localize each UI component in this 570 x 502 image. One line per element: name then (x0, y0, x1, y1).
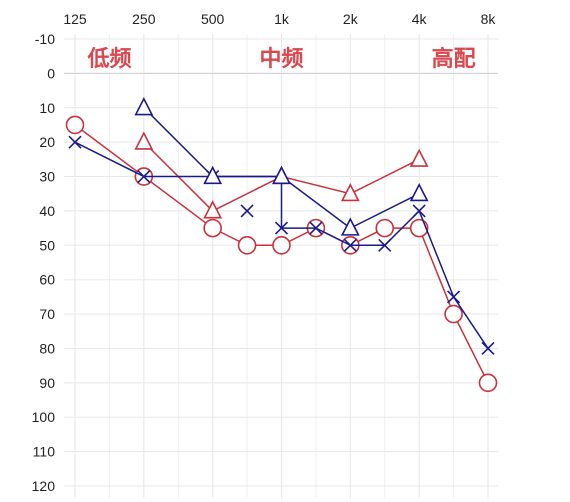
y-tick-label: 10 (39, 100, 55, 116)
series-line (212, 158, 420, 212)
x-tick-label: 500 (201, 11, 225, 27)
y-tick-label: 90 (39, 375, 55, 391)
y-tick-label: 80 (39, 340, 55, 356)
triangle-marker (134, 131, 154, 150)
y-tick-label: 30 (39, 169, 55, 185)
cross-marker (68, 135, 82, 149)
triangle-marker (203, 165, 223, 185)
cross-stroke (481, 341, 495, 356)
circle-marker (237, 236, 257, 255)
cross-stroke (343, 238, 357, 252)
y-tick-label: -10 (35, 31, 55, 47)
y-tick-label: 110 (33, 444, 56, 460)
cross-marker (447, 290, 461, 304)
series-2-cross (68, 135, 495, 356)
cross-marker (309, 221, 323, 235)
x-tick-label: 1k (274, 11, 290, 27)
circle-marker (375, 218, 395, 238)
triangle-marker (203, 200, 223, 219)
x-tick-label: 250 (132, 11, 156, 27)
cross-stroke (274, 221, 289, 235)
triangle-marker (409, 148, 429, 167)
x-tick-label: 2k (343, 11, 359, 27)
x-tick-label: 4k (412, 11, 428, 27)
triangle-marker (134, 97, 154, 116)
cross-marker (137, 169, 151, 184)
cross-stroke (412, 204, 426, 218)
band-label: 低频 (87, 47, 132, 72)
band-labels: 低频 中频 高配 (87, 46, 476, 72)
cross-marker (274, 221, 289, 235)
circle-marker (203, 218, 222, 238)
triangle-marker (340, 217, 360, 236)
y-tick-label: 40 (39, 203, 55, 219)
circle-marker (478, 373, 498, 393)
axes: 125 250 500 1k 2k 4k 8k -10 0 10 20 30 40 50 60 70 80 90 1… (32, 11, 497, 494)
cross-marker (481, 341, 495, 356)
x-tick-label: 125 (63, 11, 87, 27)
band-label: 中频 (259, 47, 303, 72)
triangle-marker (272, 165, 291, 185)
band-label: 高配 (432, 46, 476, 72)
y-tick-label: 50 (39, 237, 55, 253)
circle-marker (444, 304, 463, 324)
y-tick-label: 60 (39, 272, 55, 288)
circle-marker (409, 218, 429, 238)
cross-stroke (309, 221, 323, 235)
cross-marker (412, 204, 426, 218)
cross-marker (240, 204, 254, 218)
circle-marker (65, 115, 85, 135)
y-tick-label: 20 (39, 134, 55, 150)
triangle-marker (340, 182, 360, 202)
series-3-triangle (134, 97, 429, 236)
y-tick-label: 120 (32, 478, 56, 494)
cross-stroke (240, 204, 254, 218)
circle-marker (272, 236, 291, 255)
cross-marker (343, 238, 357, 252)
cross-marker (378, 238, 392, 252)
y-tick-label: 70 (39, 306, 55, 322)
y-tick-label: 0 (47, 65, 55, 81)
cross-stroke (447, 290, 461, 304)
x-tick-label: 8k (481, 11, 497, 27)
y-tick-label: 100 (32, 409, 56, 425)
cross-stroke (378, 238, 392, 252)
cross-stroke (68, 135, 82, 149)
cross-stroke (137, 169, 151, 184)
series (65, 97, 498, 393)
triangle-marker (409, 182, 429, 202)
